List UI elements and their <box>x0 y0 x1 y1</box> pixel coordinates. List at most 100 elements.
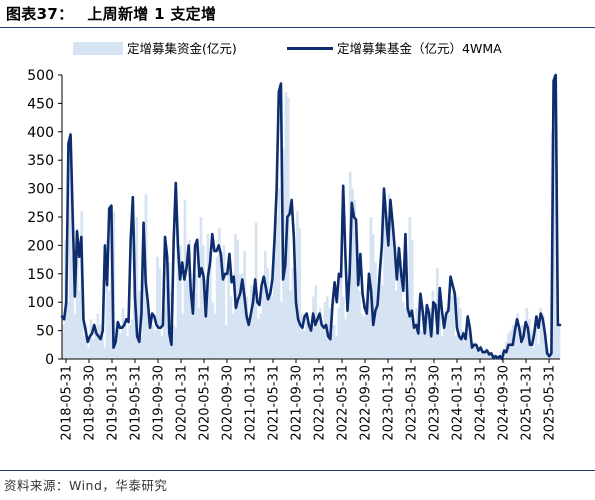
bar <box>213 313 217 359</box>
bar <box>98 324 102 359</box>
source-rule <box>0 470 595 471</box>
legend-label-bars: 定增募集资金(亿元) <box>127 41 237 56</box>
bar <box>461 330 465 359</box>
bar <box>465 327 469 359</box>
bar <box>438 290 442 359</box>
bar <box>190 296 194 359</box>
bar <box>245 296 249 359</box>
y-tick-label: 350 <box>27 153 54 169</box>
bar <box>259 313 263 359</box>
bar <box>160 336 164 359</box>
bar <box>488 352 492 359</box>
legend-label-line: 定增募集基金（亿元）4WMA <box>337 41 502 56</box>
bar <box>337 307 341 359</box>
bar <box>433 330 437 359</box>
bar <box>397 245 400 359</box>
x-tick-label: 2024-01-31 <box>451 365 466 441</box>
bar <box>321 324 325 359</box>
bar <box>89 319 93 359</box>
x-tick-label: 2019-09-30 <box>152 365 167 441</box>
bar <box>204 279 207 359</box>
x-tick-label: 2025-05-31 <box>543 365 558 441</box>
bar <box>153 330 157 359</box>
bar <box>266 268 269 359</box>
bar <box>319 307 322 359</box>
bar <box>472 341 476 359</box>
bar <box>195 273 198 359</box>
bar <box>415 307 419 359</box>
bar <box>378 273 382 359</box>
bar <box>211 302 214 359</box>
bar <box>335 336 338 359</box>
bar <box>121 307 125 359</box>
bar <box>165 285 168 359</box>
bar <box>302 330 306 359</box>
bar <box>268 290 272 359</box>
bar <box>257 319 260 359</box>
line-series <box>60 73 562 361</box>
bar <box>341 296 345 359</box>
bar <box>199 217 203 359</box>
bar <box>142 268 146 359</box>
bar <box>174 327 178 359</box>
y-tick-label: 0 <box>45 352 54 368</box>
bar <box>408 217 412 359</box>
x-tick-label: 2021-09-30 <box>290 365 305 441</box>
bar <box>309 324 313 359</box>
bar <box>231 313 235 359</box>
bar <box>514 330 517 359</box>
bar <box>475 347 478 359</box>
x-tick-label: 2018-09-30 <box>83 365 98 441</box>
bar <box>468 333 471 359</box>
bar <box>78 290 81 359</box>
bar <box>280 302 283 359</box>
bar <box>447 313 451 359</box>
bar <box>114 341 118 359</box>
bar <box>137 290 141 359</box>
bar <box>87 347 90 359</box>
bar <box>440 336 444 359</box>
legend: 定增募集资金(亿元) 定增募集基金（亿元）4WMA <box>73 41 502 56</box>
bar <box>247 324 251 359</box>
bar <box>73 313 77 359</box>
bar <box>220 273 224 359</box>
bar <box>486 353 490 359</box>
bar <box>156 256 159 359</box>
bar <box>270 296 274 359</box>
bar <box>452 290 455 359</box>
bar <box>406 296 409 359</box>
bar <box>201 245 205 359</box>
y-tick-label: 50 <box>36 324 54 340</box>
x-axis-ticks: 2018-05-31 2018-09-30 2019-01-31 2019-05-31… <box>60 359 558 441</box>
x-tick-label: 2023-01-31 <box>382 365 397 441</box>
bar <box>459 307 462 359</box>
bar <box>101 336 104 359</box>
y-tick-label: 250 <box>27 210 54 226</box>
bar <box>158 268 162 359</box>
bar <box>532 347 536 359</box>
x-tick-label: 2020-01-31 <box>175 365 190 441</box>
bar <box>358 290 361 359</box>
bar <box>296 211 299 359</box>
chart: 定增募集资金(亿元) 定增募集基金（亿元）4WMA 500450400350300… <box>27 41 562 441</box>
bar <box>392 251 396 359</box>
bar <box>426 313 430 359</box>
x-tick-label: 2020-05-31 <box>198 365 213 441</box>
bar <box>222 245 226 359</box>
bar <box>367 285 370 359</box>
bar <box>91 339 95 359</box>
bar <box>224 324 228 359</box>
x-tick-label: 2024-05-31 <box>474 365 489 441</box>
bar <box>442 324 446 359</box>
bar <box>103 347 106 359</box>
x-tick-label: 2022-09-30 <box>359 365 374 441</box>
bar <box>553 75 556 359</box>
x-tick-label: 2018-05-31 <box>60 365 75 441</box>
bar <box>107 290 111 359</box>
bar <box>188 239 191 359</box>
x-tick-label: 2022-05-31 <box>336 365 351 441</box>
bar <box>197 307 201 359</box>
x-tick-label: 2025-01-31 <box>520 365 535 441</box>
bar <box>403 307 407 359</box>
